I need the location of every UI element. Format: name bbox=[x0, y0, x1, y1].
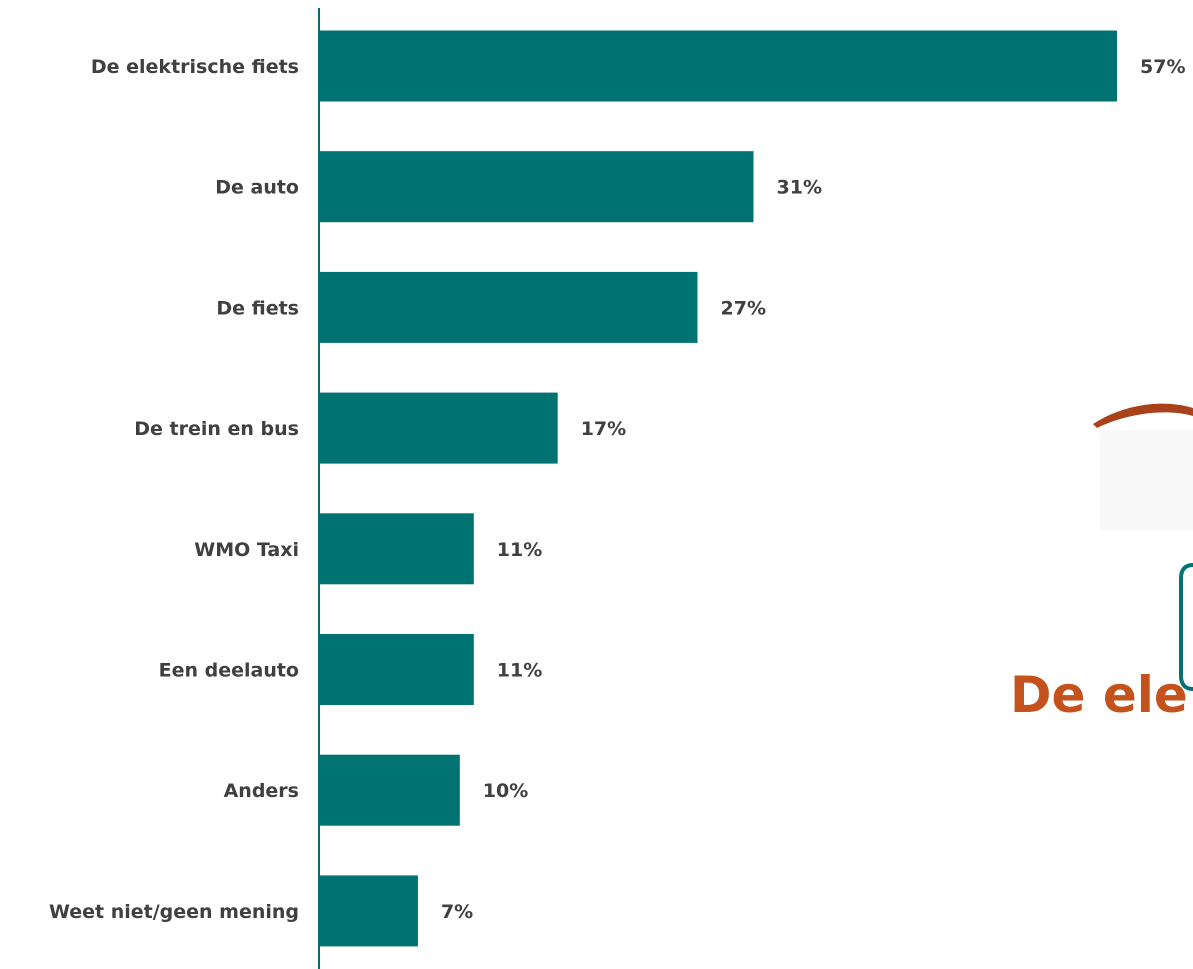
callout-box bbox=[1179, 563, 1193, 691]
bars-layer bbox=[320, 30, 1117, 947]
callout-fade bbox=[1100, 430, 1193, 530]
category-label: Weet niet/geen mening bbox=[49, 901, 299, 923]
bar bbox=[320, 513, 474, 585]
value-label: 27% bbox=[721, 297, 766, 319]
value-label: 10% bbox=[483, 780, 528, 802]
category-label: De trein en bus bbox=[134, 418, 299, 440]
bar bbox=[320, 392, 558, 464]
value-label: 31% bbox=[777, 177, 822, 199]
bar bbox=[320, 754, 460, 826]
value-label: 7% bbox=[441, 901, 473, 923]
value-labels: 57% 31% 27% 17% 11% 11% 10% 7% bbox=[441, 56, 1186, 923]
callout-decoration: De ele bbox=[1010, 403, 1193, 724]
bar bbox=[320, 30, 1117, 102]
callout-text: De ele bbox=[1010, 666, 1188, 724]
callout-swoosh bbox=[1093, 403, 1193, 428]
category-label: De elektrische fiets bbox=[91, 56, 299, 78]
value-label: 57% bbox=[1140, 56, 1185, 78]
value-label: 17% bbox=[581, 418, 626, 440]
bar bbox=[320, 271, 698, 343]
bar bbox=[320, 634, 474, 705]
category-label: Een deelauto bbox=[159, 660, 299, 682]
category-label: De auto bbox=[215, 177, 299, 199]
bar bbox=[320, 875, 418, 947]
value-label: 11% bbox=[497, 539, 542, 561]
bar bbox=[320, 151, 754, 223]
category-label: De fiets bbox=[216, 297, 299, 319]
value-label: 11% bbox=[497, 660, 542, 682]
category-label: WMO Taxi bbox=[194, 539, 299, 561]
category-label: Anders bbox=[224, 780, 299, 802]
category-labels: De elektrische fiets De auto De fiets De tr… bbox=[49, 56, 299, 923]
